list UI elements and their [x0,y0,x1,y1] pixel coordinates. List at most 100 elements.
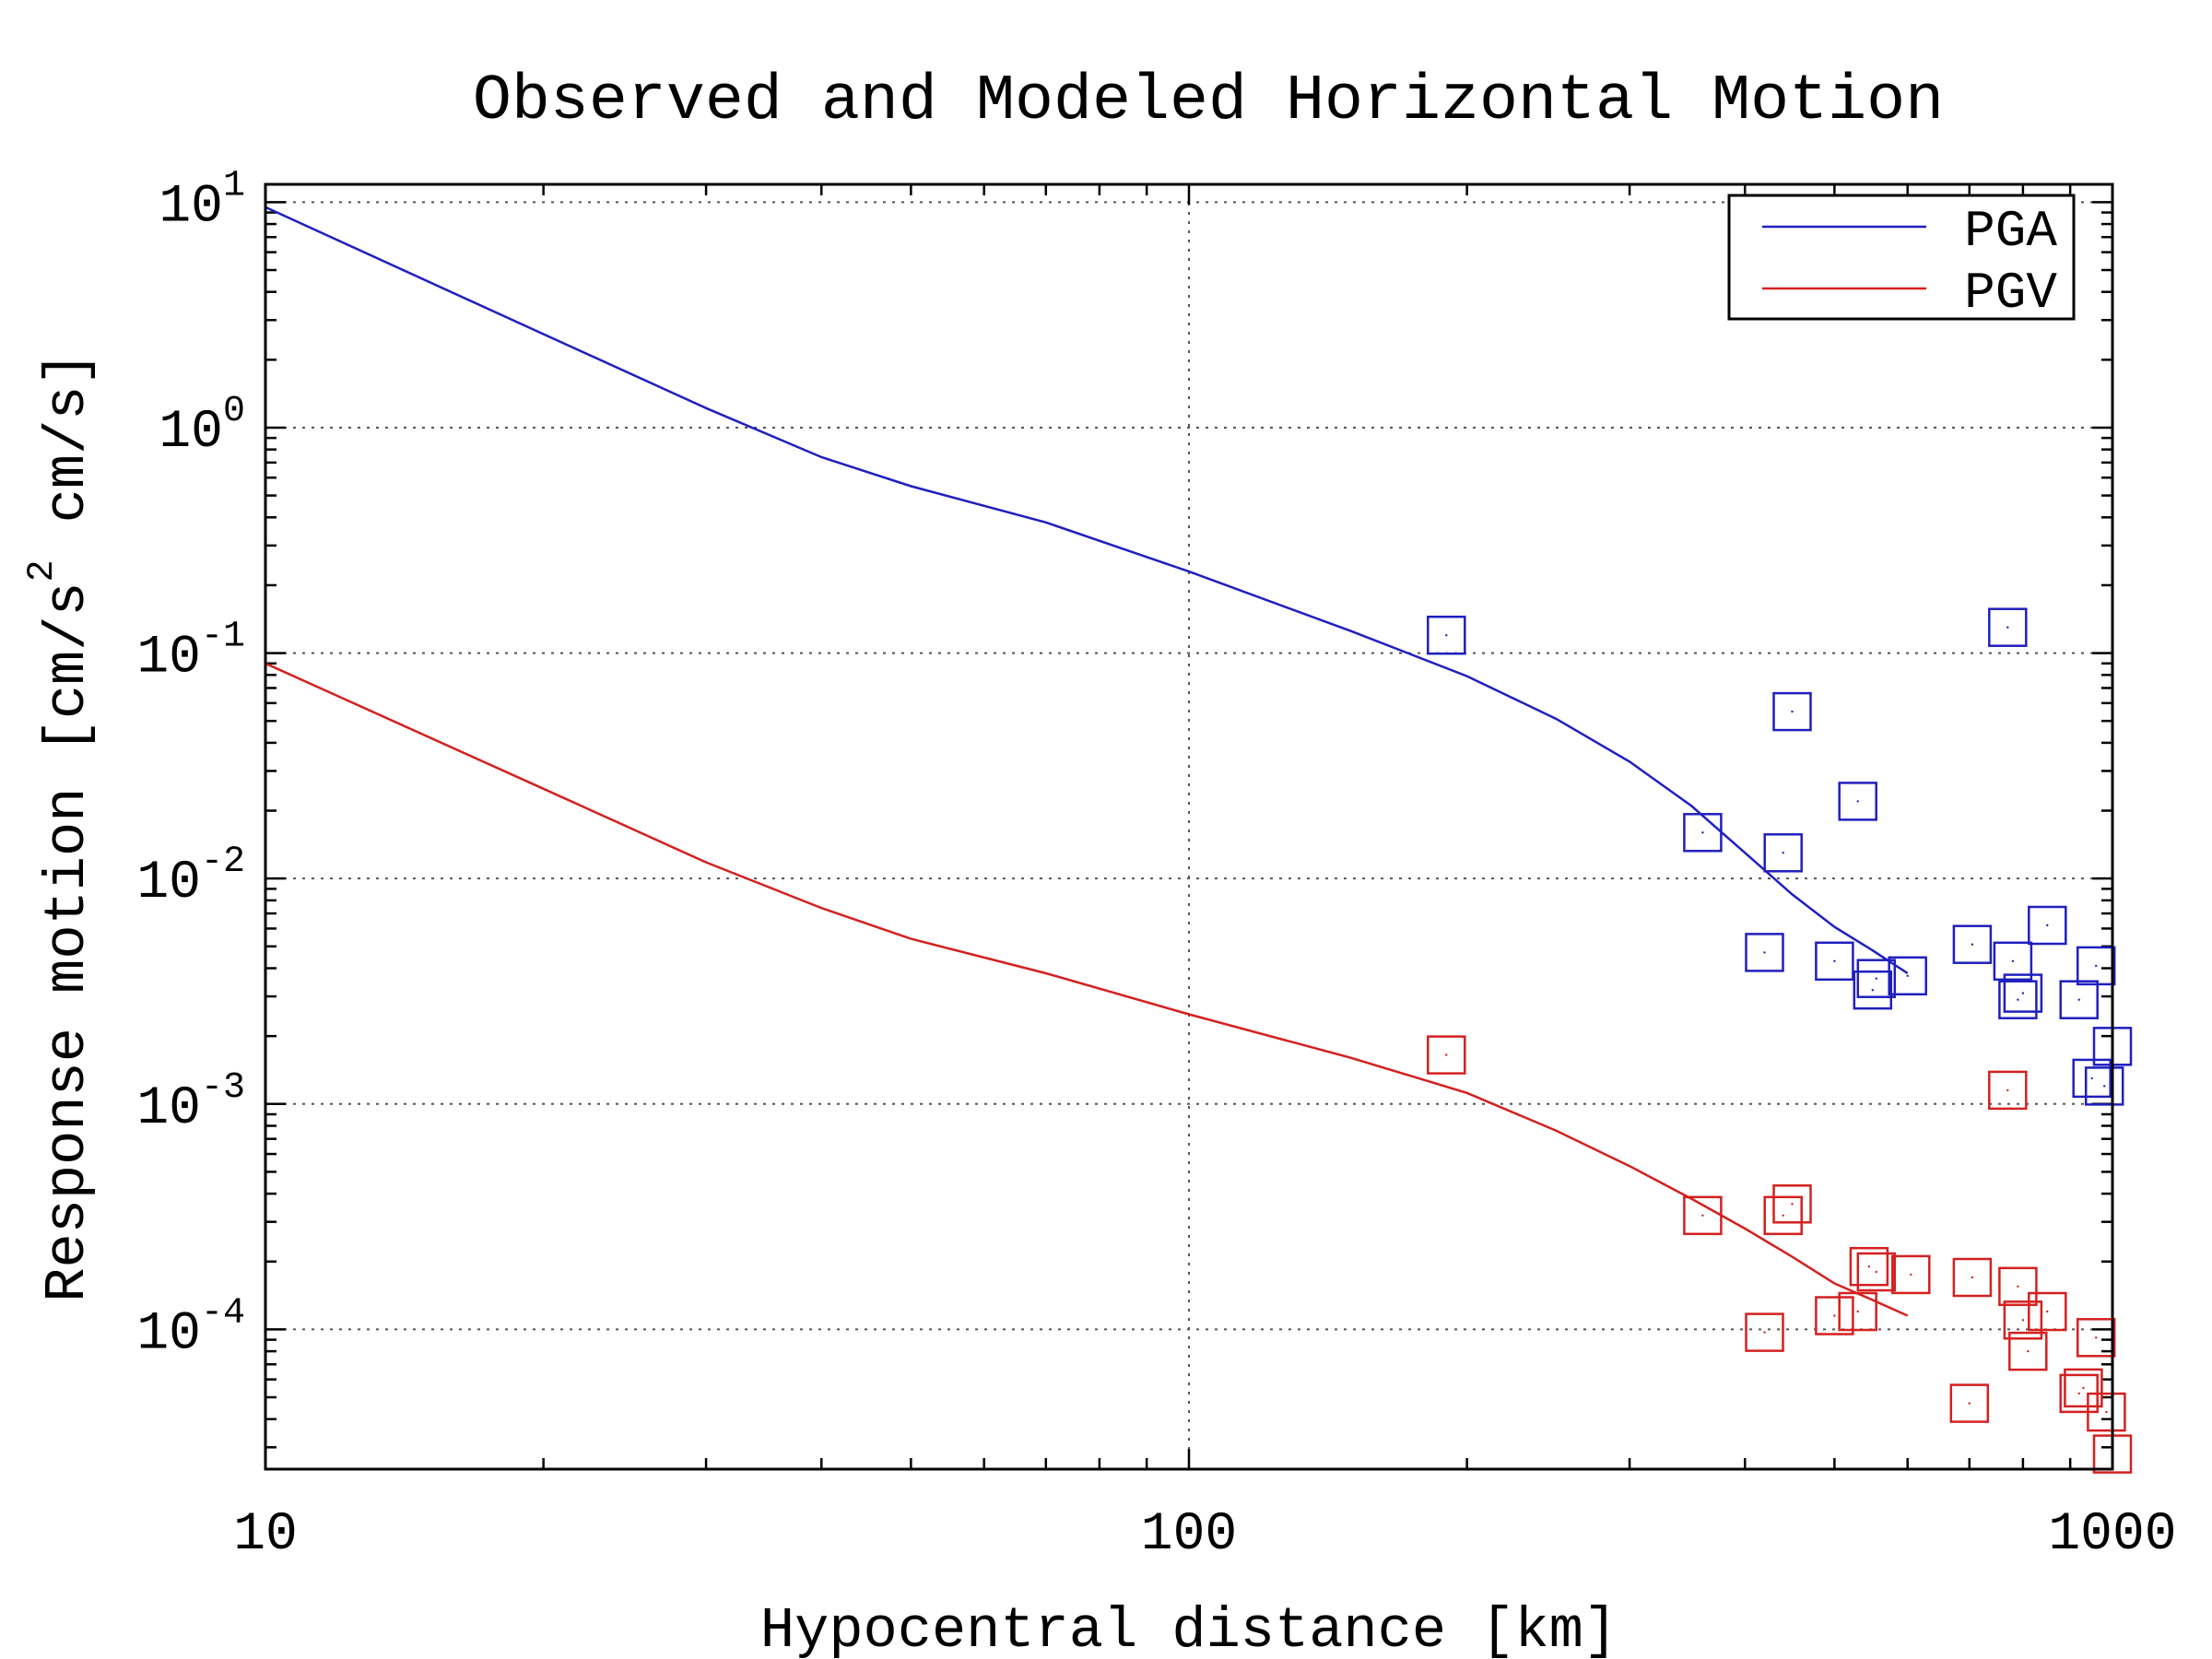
model-curve-pga [265,206,1909,975]
observed-center-dot-pga [2011,959,2015,963]
observed-marker-pgv [1849,1246,1889,1287]
y-tick-exponent: -2 [201,841,245,883]
observed-marker-pgv [1815,1296,1854,1335]
observed-marker-pga [2059,980,2099,1019]
y-axis-label-part2: cm/s] [35,351,100,523]
observed-marker-pgv [2076,1318,2116,1358]
observed-marker-pgv [2008,1331,2048,1371]
observed-center-dot-pga [2077,998,2080,1001]
observed-marker-pga [2003,973,2043,1013]
y-tick-label: 10-3 [136,1067,245,1139]
chart-title: Observed and Modeled Horizontal Motion [473,65,1944,138]
observed-center-dot-pga [2006,626,2009,629]
y-tick-base: 10 [159,177,223,237]
observed-center-dot-pgv [2006,1088,2009,1092]
observed-marker-pga [1745,933,1784,972]
y-tick-base: 10 [136,629,201,688]
y-axis-label-part1: Response motion [cm/s [35,582,100,1301]
legend: PGA PGV [1727,194,2076,323]
plot-frame [264,182,2114,1471]
y-tick-exponent: 0 [223,391,245,432]
observed-center-dot-pgv [2105,1410,2108,1414]
observed-center-dot-pga [2017,998,2019,1001]
x-tick-labels: 10 100 1000 [233,1505,2176,1565]
observed-marker-pga [1683,813,1723,853]
observed-center-dot-pga [1856,800,1859,803]
observed-center-dot-pgv [1763,1331,1766,1334]
y-axis-label: Response motion [cm/s2 cm/s] [22,351,100,1301]
observed-center-dot-pgv [2017,1285,2019,1288]
observed-marker-pgv [1998,1266,2038,1307]
y-axis-label-superscript: 2 [22,559,64,582]
observed-marker-pga [1853,970,1893,1010]
observed-center-dot-pgv [1968,1402,1971,1405]
observed-center-dot-pga [2095,964,2098,968]
observed-center-dot-pgv [2021,1319,2025,1322]
observed-center-dot-pga [1871,989,1875,992]
y-tick-base: 10 [159,403,223,463]
observed-marker-pgv [1891,1254,1931,1295]
observed-marker-pga [2076,946,2116,986]
y-tick-label: 10-4 [136,1292,245,1364]
observed-marker-pga [1998,980,2038,1019]
observed-marker-pgv [2064,1368,2103,1408]
observed-marker-pga [1993,941,2033,982]
x-tick-label: 100 [1141,1505,1237,1565]
observed-marker-pga [1838,782,1877,821]
observed-center-dot-pga [1833,959,1836,963]
observed-center-dot-pga [1763,951,1766,954]
y-tick-base: 10 [136,1079,201,1139]
observed-marker-pgv [1838,1291,1877,1332]
y-tick-exponent: 1 [223,165,245,206]
observed-marker-pgv [1856,1252,1897,1292]
observed-center-dot-pga [2021,992,2025,994]
legend-box [1727,194,2076,321]
observed-center-dot-pga [2046,924,2049,927]
observed-center-dot-pgv [2077,1392,2080,1395]
observed-marker-pga [1427,615,1466,655]
observed-center-dot-pgv [1867,1265,1871,1268]
series-pga [265,206,2133,1106]
observed-marker-pga [2084,1066,2124,1106]
observed-center-dot-pgv [1701,1214,1704,1218]
y-tick-exponent: -4 [201,1292,245,1334]
observed-center-dot-pgv [1791,1203,1794,1206]
observed-marker-pgv [1772,1184,1812,1224]
legend-label-pgv: PGV [1964,264,2057,323]
y-tick-exponent: -1 [201,617,245,658]
observed-center-dot-pga [1445,634,1448,637]
observed-marker-pga [1952,924,1993,964]
observed-center-dot-pga [1791,710,1794,713]
observed-center-dot-pga [2090,1077,2093,1080]
observed-center-dot-pgv [2082,1386,2085,1390]
observed-center-dot-pgv [1875,1270,1878,1274]
x-axis-label: Hypocentral distance [km] [760,1598,1618,1659]
y-tick-label: 101 [159,165,245,237]
observed-center-dot-pga [2103,1085,2106,1088]
observed-center-dot-pga [1782,852,1784,854]
observed-marker-pgv [1745,1312,1784,1352]
observed-center-dot-pgv [1445,1053,1448,1056]
observed-center-dot-pga [1906,974,1909,978]
series-pgv [265,662,2133,1474]
observed-marker-pga [1888,956,1927,996]
observed-marker-pgv [1952,1257,1993,1298]
observed-marker-pgv [2087,1392,2126,1432]
observed-marker-pgv [1427,1035,1466,1075]
y-tick-label: 10-1 [136,617,245,688]
observed-center-dot-pga [1701,831,1704,834]
observed-marker-pgv [2003,1300,2043,1340]
observed-marker-pgv [2028,1291,2067,1332]
observed-marker-pga [1772,691,1812,732]
y-tick-base: 10 [136,1304,201,1364]
observed-marker-pga [1815,941,1854,982]
observed-center-dot-pgv [1833,1314,1836,1317]
observed-center-dot-pgv [1856,1310,1859,1313]
observed-marker-pgv [1683,1195,1723,1236]
observed-marker-pga [2028,905,2067,946]
observed-marker-pga [1988,607,2028,647]
observed-center-dot-pgv [2095,1336,2098,1339]
y-tick-label: 10-2 [136,841,245,913]
